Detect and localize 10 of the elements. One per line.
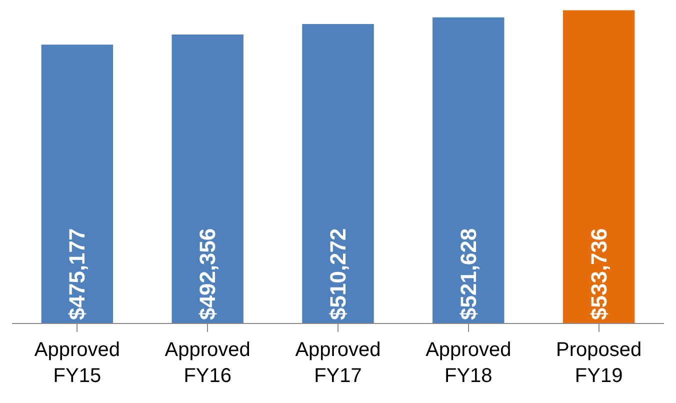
data-label: $533,736	[586, 228, 612, 320]
x-tick-label: Approved FY18	[426, 339, 512, 387]
x-tick-label: Approved FY15	[34, 339, 120, 387]
x-tick-label: Proposed FY19	[556, 339, 642, 387]
x-tick-label: Approved FY17	[295, 339, 381, 387]
data-label: $492,356	[195, 228, 220, 320]
data-label: $475,177	[64, 228, 90, 320]
x-tick-label: Approved FY16	[164, 339, 250, 387]
data-label: $510,272	[326, 228, 350, 320]
data-label: $521,628	[456, 228, 481, 320]
